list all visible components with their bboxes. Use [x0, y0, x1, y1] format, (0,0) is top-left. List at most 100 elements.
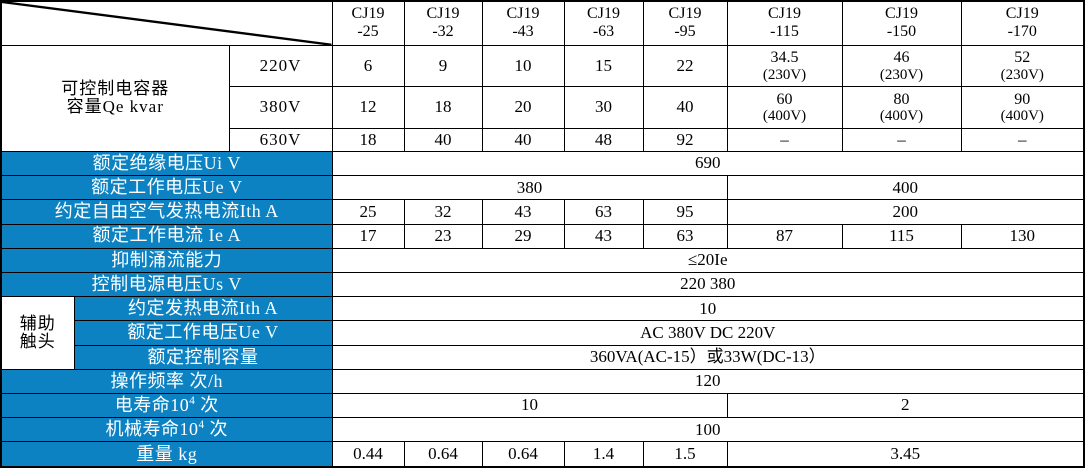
row-operating-frequency: 操作频率 次/h 120 [0, 368, 1085, 395]
capacity-cell: 9 [403, 44, 483, 88]
capacity-value: 34.5 [770, 48, 799, 66]
capacity-cell: – [841, 127, 962, 152]
value-ith-merged: 200 [726, 199, 1085, 225]
value-ie-cell: 87 [726, 223, 843, 249]
capacity-cell: – [726, 127, 843, 152]
row-conventional-thermal-current: 约定自由空气发热电流Ith A 25 32 43 63 95 200 [0, 199, 1085, 225]
model-code: -43 [512, 23, 534, 41]
capacity-cell: – [960, 127, 1085, 152]
aux-group-label: 辅助 触头 [0, 296, 75, 370]
capacity-value: 60 [776, 90, 793, 108]
value-ie-cell: 29 [481, 223, 565, 249]
label-aux-ith: 约定发热电流Ith A [73, 296, 333, 322]
label-weight: 重量 kg [0, 441, 333, 468]
row-mechanical-life: 机械寿命104 次 100 [0, 417, 1085, 443]
label-us: 控制电源电压Us V [0, 271, 333, 298]
capacity-note: (230V) [762, 66, 807, 83]
capacity-cell: 60 (400V) [726, 86, 843, 129]
value-us: 220 380 [331, 271, 1085, 298]
label-ui: 额定绝缘电压Ui V [0, 150, 333, 177]
row-aux-control-capacity: 额定控制容量 360VA(AC-15）或33W(DC-13） [1, 344, 1085, 370]
model-code: -170 [1007, 23, 1037, 41]
capacity-cell: 34.5 (230V) [726, 44, 843, 88]
row-control-supply-voltage: 控制电源电压Us V 220 380 [0, 271, 1085, 298]
label-ue: 额定工作电压Ue V [0, 175, 333, 201]
capacity-cell: 18 [403, 86, 483, 129]
model-header-cell-7: CJ19 -170 [960, 0, 1085, 46]
capacity-voltage-630v: 630V [228, 127, 333, 152]
value-aux-ue: AC 380V DC 220V [331, 320, 1085, 346]
mech-life-exponent: 4 [198, 419, 205, 432]
label-mechanical-life: 机械寿命104 次 [0, 417, 333, 443]
row-weight: 重量 kg 0.44 0.64 0.64 1.4 1.5 3.45 [0, 441, 1085, 468]
value-inrush: ≤20Ie [331, 247, 1085, 273]
capacity-row-220v: 可控制电容器 容量Qe kvar 220V 6 9 10 15 22 34.5 … [0, 44, 1085, 152]
capacity-value: 80 [893, 90, 910, 108]
value-ith-cell: 32 [403, 199, 483, 225]
capacity-cell: 40 [403, 127, 483, 152]
value-frequency: 120 [331, 368, 1085, 395]
value-ith-cell: 95 [642, 199, 728, 225]
value-electrical-life-right: 2 [726, 393, 1085, 419]
value-ie-cell: 115 [841, 223, 962, 249]
capacity-cell: 48 [563, 127, 644, 152]
model-family: CJ19 [426, 5, 460, 23]
model-code: -115 [770, 23, 799, 41]
diagonal-divider-icon [2, 2, 331, 45]
capacity-value: 90 [1014, 90, 1031, 108]
value-weight-cell: 0.64 [403, 441, 483, 468]
model-family: CJ19 [506, 5, 540, 23]
header-spec-label: 规格 [279, 2, 322, 23]
value-weight-merged: 3.45 [726, 441, 1085, 468]
value-electrical-life-left: 10 [331, 393, 728, 419]
value-ie-cell: 43 [563, 223, 644, 249]
value-ie-cell: 23 [403, 223, 483, 249]
label-aux-ue: 额定工作电压Ue V [73, 320, 333, 346]
label-ith: 约定自由空气发热电流Ith A [0, 199, 333, 225]
capacity-label-line2: 容量Qe kvar [66, 97, 164, 117]
capacity-cell: 20 [481, 86, 565, 129]
capacity-note: (230V) [879, 66, 924, 83]
capacity-cell: 30 [563, 86, 644, 129]
elec-life-suffix: 次 [195, 394, 219, 415]
value-ie-cell: 63 [642, 223, 728, 249]
value-mechanical-life: 100 [331, 417, 1085, 443]
capacity-cell: 10 [481, 44, 565, 88]
capacity-group-label: 可控制电容器 容量Qe kvar [0, 44, 230, 152]
aux-label-line2: 触头 [19, 332, 56, 351]
value-ie-cell: 17 [331, 223, 405, 249]
capacity-cell: 15 [563, 44, 644, 88]
row-aux-operating-voltage: 额定工作电压Ue V AC 380V DC 220V [1, 320, 1085, 346]
label-inrush: 抑制涌流能力 [0, 247, 333, 273]
value-aux-ith: 10 [331, 296, 1085, 322]
label-ie: 额定工作电流 Ie A [0, 223, 333, 249]
capacity-voltage-380v: 380V [228, 86, 333, 129]
model-code: -150 [886, 23, 917, 41]
model-family: CJ19 [885, 5, 918, 23]
value-ue-left: 380 [331, 175, 728, 201]
capacity-cell: 90 (400V) [960, 86, 1085, 129]
capacity-cell: 40 [481, 127, 565, 152]
model-code: -63 [592, 23, 615, 41]
model-header-cell-6: CJ19 -150 [841, 0, 962, 46]
capacity-cell: 92 [642, 127, 728, 152]
table-header-row: 项目 规格 CJ19 -25 CJ19 -32 CJ19 -43 CJ19 -6… [0, 0, 1085, 46]
capacity-note: (400V) [879, 108, 924, 125]
capacity-value: 46 [893, 48, 910, 66]
capacity-note: (400V) [762, 108, 807, 125]
row-rated-operating-voltage: 额定工作电压Ue V 380 400 [0, 175, 1085, 201]
mech-life-suffix: 次 [204, 419, 229, 440]
capacity-label-line1: 可控制电容器 [61, 78, 170, 98]
value-ith-cell: 43 [481, 199, 565, 225]
model-header-cell-4: CJ19 -95 [642, 0, 728, 46]
model-code: -32 [432, 23, 454, 41]
model-code: -25 [357, 23, 379, 41]
mech-life-prefix: 机械寿命10 [105, 419, 199, 440]
model-family: CJ19 [587, 5, 620, 23]
model-header-cell-0: CJ19 -25 [331, 0, 405, 46]
capacity-row-630v: 630V 18 40 40 48 92 – – – [1, 127, 1085, 152]
value-weight-cell: 1.4 [563, 441, 644, 468]
value-ue-right: 400 [726, 175, 1085, 201]
model-family: CJ19 [351, 5, 385, 23]
